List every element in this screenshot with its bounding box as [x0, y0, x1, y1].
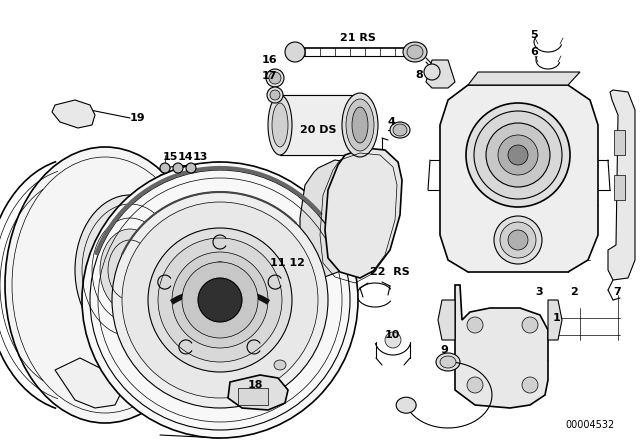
- Text: 2: 2: [570, 287, 578, 297]
- Ellipse shape: [508, 145, 528, 165]
- Text: 17: 17: [262, 71, 278, 81]
- Text: 4: 4: [388, 117, 396, 127]
- Ellipse shape: [352, 107, 368, 143]
- Text: 5: 5: [530, 30, 538, 40]
- Ellipse shape: [112, 192, 328, 408]
- Ellipse shape: [467, 377, 483, 393]
- Polygon shape: [238, 388, 268, 405]
- Ellipse shape: [75, 195, 185, 345]
- Ellipse shape: [182, 262, 258, 338]
- Ellipse shape: [522, 377, 538, 393]
- Ellipse shape: [385, 332, 401, 348]
- Text: 15: 15: [163, 152, 179, 162]
- Text: 21 RS: 21 RS: [340, 33, 376, 43]
- Ellipse shape: [267, 87, 283, 103]
- Ellipse shape: [198, 278, 242, 322]
- Polygon shape: [228, 375, 288, 410]
- Ellipse shape: [474, 111, 562, 199]
- Ellipse shape: [424, 64, 440, 80]
- Ellipse shape: [393, 124, 407, 136]
- Ellipse shape: [436, 353, 460, 371]
- Ellipse shape: [212, 262, 228, 278]
- Ellipse shape: [396, 397, 416, 413]
- Ellipse shape: [269, 72, 281, 84]
- Polygon shape: [548, 300, 562, 340]
- Text: 1: 1: [553, 313, 561, 323]
- Polygon shape: [426, 60, 455, 88]
- Text: 19: 19: [130, 113, 146, 123]
- Ellipse shape: [158, 238, 282, 362]
- Polygon shape: [300, 160, 365, 278]
- Ellipse shape: [508, 230, 528, 250]
- Ellipse shape: [403, 42, 427, 62]
- Polygon shape: [440, 85, 598, 272]
- Polygon shape: [280, 95, 360, 155]
- Text: 20 DS: 20 DS: [300, 125, 337, 135]
- Text: 6: 6: [530, 47, 538, 57]
- Polygon shape: [325, 148, 402, 278]
- Text: 7: 7: [613, 287, 621, 297]
- Text: 14: 14: [178, 152, 194, 162]
- Ellipse shape: [285, 42, 305, 62]
- Ellipse shape: [82, 162, 358, 438]
- Ellipse shape: [390, 122, 410, 138]
- Ellipse shape: [486, 123, 550, 187]
- Ellipse shape: [342, 93, 378, 157]
- Text: 13: 13: [193, 152, 209, 162]
- Polygon shape: [614, 130, 625, 155]
- Ellipse shape: [494, 216, 542, 264]
- Text: 3: 3: [535, 287, 543, 297]
- Ellipse shape: [440, 356, 456, 368]
- Text: 00004532: 00004532: [565, 420, 614, 430]
- Ellipse shape: [407, 45, 423, 59]
- Polygon shape: [438, 300, 455, 340]
- Ellipse shape: [268, 95, 292, 155]
- Text: 9: 9: [440, 345, 448, 355]
- Ellipse shape: [173, 163, 183, 173]
- Ellipse shape: [346, 99, 374, 151]
- Polygon shape: [608, 90, 635, 280]
- Ellipse shape: [122, 202, 318, 398]
- Text: 22  RS: 22 RS: [370, 267, 410, 277]
- Text: 18: 18: [248, 380, 264, 390]
- Polygon shape: [614, 175, 625, 200]
- Ellipse shape: [270, 90, 280, 100]
- Ellipse shape: [186, 163, 196, 173]
- Ellipse shape: [148, 228, 292, 372]
- Text: 11 12: 11 12: [270, 258, 305, 268]
- Polygon shape: [52, 100, 95, 128]
- Ellipse shape: [266, 69, 284, 87]
- Polygon shape: [455, 285, 548, 408]
- Text: 10: 10: [385, 330, 401, 340]
- Ellipse shape: [522, 317, 538, 333]
- Ellipse shape: [274, 360, 286, 370]
- Ellipse shape: [467, 317, 483, 333]
- Ellipse shape: [500, 222, 536, 258]
- Polygon shape: [468, 72, 580, 85]
- Ellipse shape: [160, 163, 170, 173]
- Ellipse shape: [5, 147, 205, 423]
- Ellipse shape: [466, 103, 570, 207]
- Ellipse shape: [272, 103, 288, 147]
- Ellipse shape: [100, 229, 160, 311]
- Polygon shape: [55, 358, 120, 408]
- Text: 16: 16: [262, 55, 278, 65]
- Ellipse shape: [172, 252, 268, 348]
- Ellipse shape: [498, 135, 538, 175]
- Text: 8: 8: [415, 70, 423, 80]
